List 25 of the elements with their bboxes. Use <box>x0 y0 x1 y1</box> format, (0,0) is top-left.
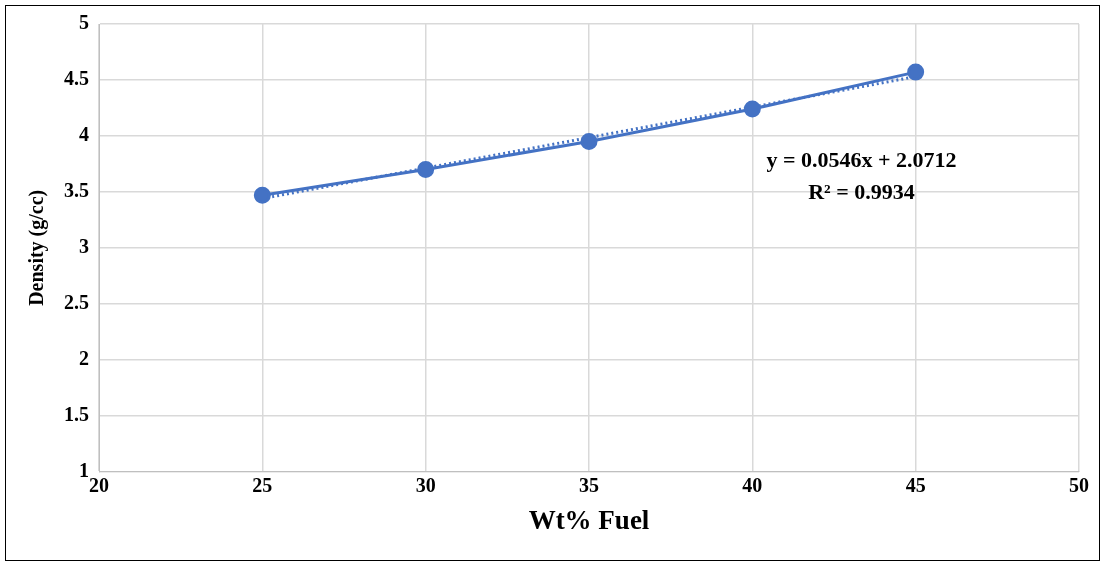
x-tick-label: 30 <box>415 473 436 496</box>
x-axis-title: Wt% Fuel <box>528 504 650 535</box>
y-tick-label: 1 <box>79 458 89 481</box>
y-tick-label: 5 <box>79 11 89 34</box>
y-tick-label: 3 <box>79 234 89 257</box>
x-tick-label: 20 <box>89 473 109 496</box>
point <box>253 186 271 204</box>
x-tick-label: 35 <box>579 473 599 496</box>
y-tick-label: 2.5 <box>64 290 89 313</box>
x-tick-label: 25 <box>252 473 273 496</box>
point <box>417 160 435 178</box>
x-tick-label: 45 <box>905 473 926 496</box>
x-tick-label: 50 <box>1069 473 1089 496</box>
y-tick-label: 3.5 <box>64 179 89 202</box>
annotation: R² = 0.9934 <box>808 179 915 205</box>
point <box>580 133 598 150</box>
x-tick-label: 40 <box>742 473 763 496</box>
y-tick-label: 4.5 <box>64 67 89 90</box>
point <box>743 100 761 118</box>
annotation: y = 0.0546x + 2.0712 <box>766 147 957 173</box>
y-axis-title: Density (g/cc) <box>25 189 49 306</box>
y-tick-label: 2 <box>79 346 89 369</box>
y-tick-label: 1.5 <box>64 402 89 425</box>
y-tick-label: 4 <box>79 123 89 146</box>
point <box>907 63 925 81</box>
